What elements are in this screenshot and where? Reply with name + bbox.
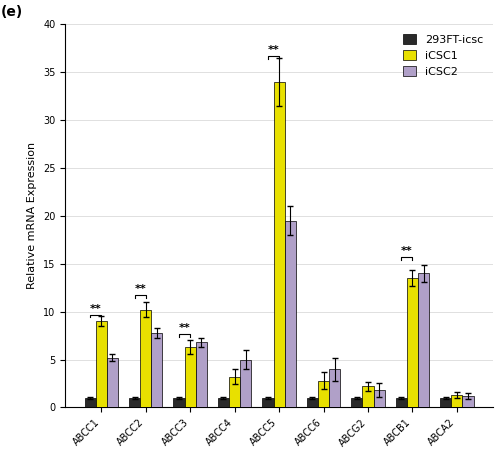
Y-axis label: Relative mRNA Expression: Relative mRNA Expression: [28, 142, 38, 289]
Bar: [352, 398, 362, 407]
Text: **: **: [268, 45, 280, 55]
Bar: [129, 398, 140, 407]
Bar: [374, 390, 384, 407]
Bar: [174, 398, 184, 407]
Bar: [140, 310, 151, 407]
Bar: [396, 398, 407, 407]
Bar: [184, 347, 196, 407]
Bar: [218, 398, 229, 407]
Bar: [307, 398, 318, 407]
Bar: [229, 377, 240, 407]
Bar: [418, 273, 429, 407]
Bar: [84, 398, 96, 407]
Bar: [262, 398, 274, 407]
Bar: [329, 369, 340, 407]
Bar: [107, 358, 118, 407]
Bar: [362, 386, 374, 407]
Bar: [151, 333, 162, 407]
Bar: [274, 82, 284, 407]
Text: (e): (e): [1, 5, 23, 19]
Bar: [318, 380, 329, 407]
Bar: [440, 398, 452, 407]
Text: **: **: [90, 303, 102, 313]
Bar: [96, 321, 107, 407]
Bar: [284, 221, 296, 407]
Text: **: **: [134, 284, 146, 294]
Bar: [462, 396, 473, 407]
Text: **: **: [401, 246, 413, 256]
Bar: [452, 395, 462, 407]
Bar: [407, 278, 418, 407]
Text: **: **: [178, 323, 190, 333]
Bar: [196, 342, 207, 407]
Bar: [240, 359, 252, 407]
Legend: 293FT-icsc, iCSC1, iCSC2: 293FT-icsc, iCSC1, iCSC2: [398, 30, 488, 81]
